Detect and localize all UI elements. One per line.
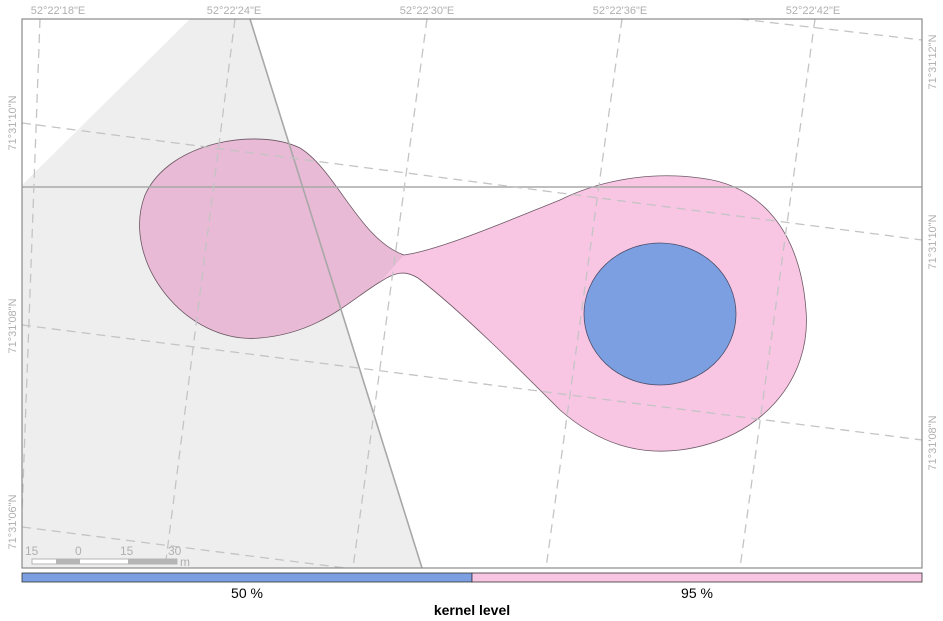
- legend-title: kernel level: [434, 602, 510, 618]
- left-label-1: 71°31'10"N: [7, 95, 19, 150]
- left-label-2: 71°31'08"N: [7, 298, 19, 353]
- right-coordinate-labels: 71°31'12"N 71°31'10"N 71°31'08"N: [927, 34, 939, 470]
- scale-tick-3: 15: [120, 544, 134, 558]
- scale-unit: m: [180, 555, 190, 569]
- legend-swatch-95: [471, 572, 923, 583]
- land-edge-line: [249, 19, 423, 568]
- top-label-5: 52°22'42"E: [786, 5, 840, 17]
- right-label-1: 71°31'12"N: [927, 34, 939, 89]
- scale-bar: 15 0 15 30 m: [25, 544, 190, 569]
- left-coordinate-labels: 71°31'10"N 71°31'08"N 71°31'06"N: [7, 95, 19, 549]
- scale-tick-1: 15: [25, 544, 39, 558]
- scale-tick-4: 30: [168, 544, 182, 558]
- top-label-2: 52°22'24"E: [207, 5, 261, 17]
- top-label-1: 52°22'18"E: [31, 5, 85, 17]
- land-kernel-overlap: [139, 138, 404, 339]
- map-frame: [21, 18, 923, 569]
- kernel-50-polygon: [583, 242, 737, 386]
- top-label-3: 52°22'30"E: [400, 5, 454, 17]
- graticule-meridians: [22, 19, 816, 568]
- graticule-parallels: [22, 19, 922, 568]
- legend-swatch-50: [21, 572, 473, 583]
- legend-label-95: 95 %: [681, 585, 713, 601]
- top-coordinate-labels: 52°22'18"E 52°22'24"E 52°22'30"E 52°22'3…: [31, 5, 840, 17]
- left-label-3: 71°31'06"N: [7, 494, 19, 549]
- right-label-2: 71°31'10"N: [927, 214, 939, 269]
- legend-label-50: 50 %: [231, 585, 263, 601]
- scale-tick-2: 0: [75, 544, 82, 558]
- legend: 50 % 95 % kernel level: [21, 572, 923, 618]
- map-content: 15 0 15 30 m: [22, 19, 922, 569]
- right-label-3: 71°31'08"N: [927, 415, 939, 470]
- top-label-4: 52°22'36"E: [593, 5, 647, 17]
